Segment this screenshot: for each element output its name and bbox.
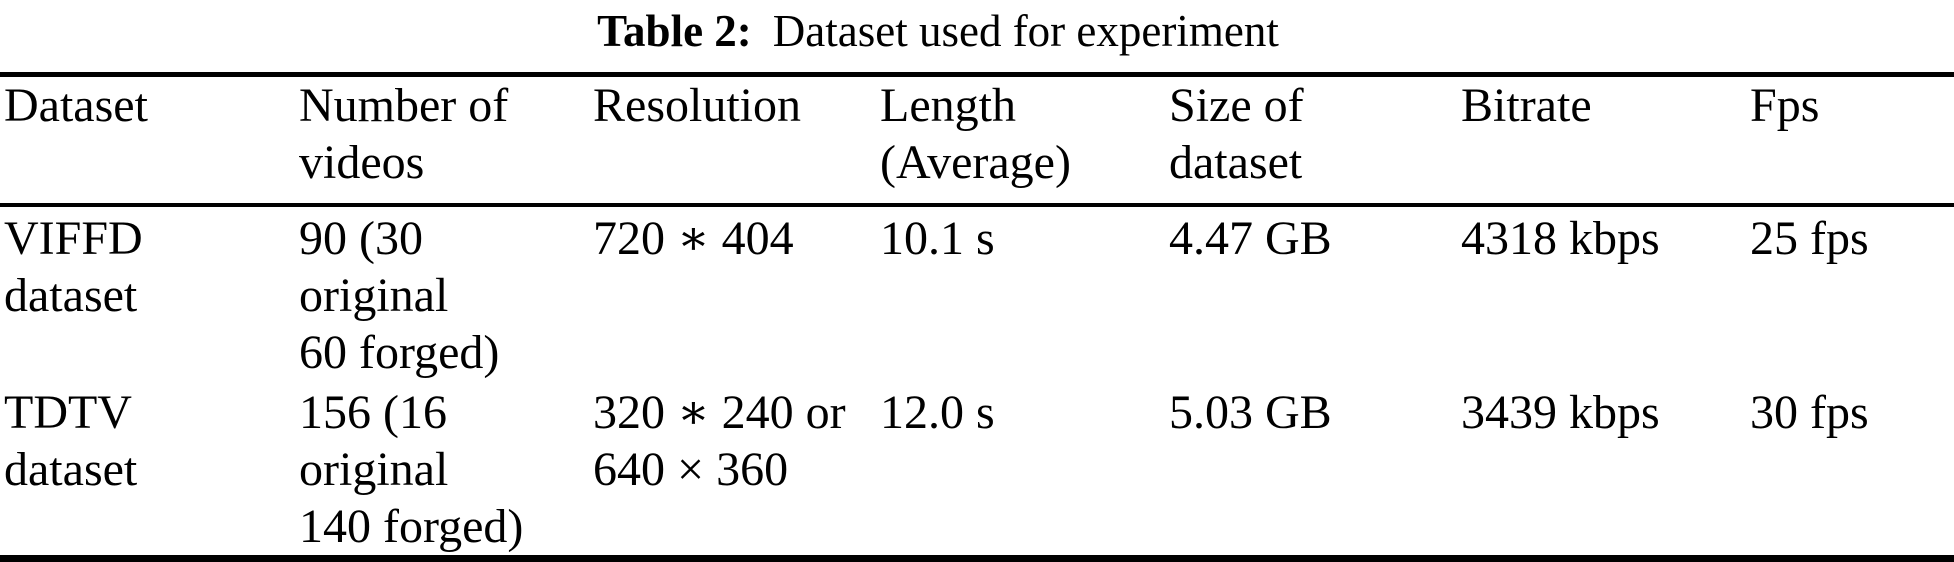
dataset-table: Dataset Number of videos Resolution Leng… [0, 72, 1954, 562]
column-header-length-average: Length (Average) [876, 74, 1165, 207]
table-caption-text: Dataset used for experiment [772, 6, 1279, 56]
cell-viffd-length: 10.1 s [880, 212, 995, 265]
cell-tdtv-dataset-name: TDTV dataset [4, 386, 138, 496]
table-row-tdtv: TDTV dataset 156 (16 original 140 forged… [0, 381, 1954, 559]
table-header-row: Dataset Number of videos Resolution Leng… [0, 74, 1954, 207]
column-header-resolution: Resolution [589, 74, 876, 207]
column-header-fps: Fps [1746, 74, 1954, 207]
cell-viffd-bitrate: 4318 kbps [1461, 212, 1660, 265]
cell-tdtv-bitrate: 3439 kbps [1461, 386, 1660, 439]
cell-viffd-number-of-videos: 90 (30 original 60 forged) [299, 212, 500, 379]
column-header-number-of-videos: Number of videos [295, 74, 589, 207]
cell-tdtv-number-of-videos: 156 (16 original 140 forged) [299, 386, 524, 553]
cell-viffd-size: 4.47 GB [1169, 212, 1332, 265]
column-header-size-of-dataset: Size of dataset [1165, 74, 1457, 207]
column-header-bitrate: Bitrate [1457, 74, 1746, 207]
cell-viffd-fps: 25 fps [1750, 212, 1869, 265]
cell-tdtv-resolution: 320 ∗ 240 or 640 × 360 [593, 386, 846, 496]
cell-viffd-resolution: 720 ∗ 404 [593, 212, 794, 265]
table-caption: Table 2: Dataset used for experiment [0, 0, 1876, 72]
cell-tdtv-size: 5.03 GB [1169, 386, 1332, 439]
cell-tdtv-fps: 30 fps [1750, 386, 1869, 439]
table-row-viffd: VIFFD dataset 90 (30 original 60 forged)… [0, 205, 1954, 381]
cell-viffd-dataset-name: VIFFD dataset [4, 212, 143, 322]
table-caption-label: Table 2: [597, 6, 752, 56]
column-header-dataset: Dataset [0, 74, 295, 207]
cell-tdtv-length: 12.0 s [880, 386, 995, 439]
